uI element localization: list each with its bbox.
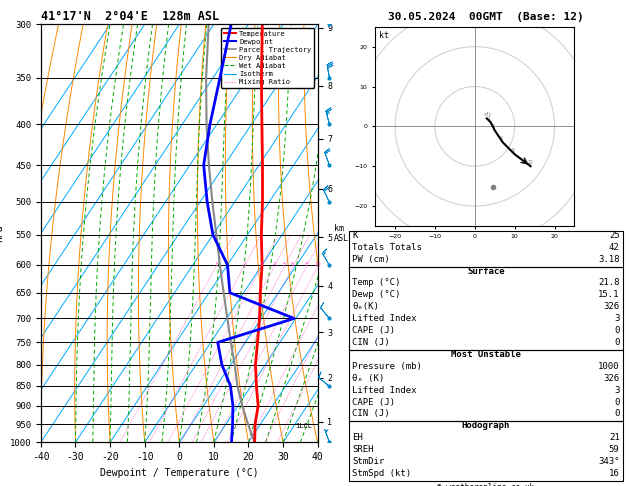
Text: 16: 16 <box>609 469 620 478</box>
Text: 59: 59 <box>609 445 620 454</box>
Text: 1: 1 <box>487 116 491 122</box>
Text: 3.18: 3.18 <box>598 255 620 264</box>
Text: 3: 3 <box>614 386 620 395</box>
Text: Totals Totals: Totals Totals <box>352 243 422 252</box>
Legend: Temperature, Dewpoint, Parcel Trajectory, Dry Adiabat, Wet Adiabat, Isotherm, Mi: Temperature, Dewpoint, Parcel Trajectory… <box>221 28 314 88</box>
Text: θₑ (K): θₑ (K) <box>352 374 384 383</box>
Text: Hodograph: Hodograph <box>462 421 510 431</box>
Y-axis label: km
ASL: km ASL <box>334 224 348 243</box>
Text: 3: 3 <box>614 314 620 323</box>
Text: Surface: Surface <box>467 266 504 276</box>
Text: 326: 326 <box>603 302 620 312</box>
Text: sfc: sfc <box>484 112 493 118</box>
Text: StmDir: StmDir <box>352 457 384 466</box>
Text: CIN (J): CIN (J) <box>352 410 390 418</box>
Text: K: K <box>352 231 358 240</box>
Text: 10: 10 <box>314 261 321 267</box>
Text: CIN (J): CIN (J) <box>352 338 390 347</box>
Text: 1000: 1000 <box>598 362 620 371</box>
Text: Most Unstable: Most Unstable <box>451 350 521 359</box>
Text: 3: 3 <box>491 124 494 129</box>
Y-axis label: hPa: hPa <box>0 225 4 242</box>
Text: 2: 2 <box>242 261 246 267</box>
X-axis label: Dewpoint / Temperature (°C): Dewpoint / Temperature (°C) <box>100 468 259 478</box>
Text: 0: 0 <box>614 398 620 407</box>
Text: 12: 12 <box>528 160 533 165</box>
Text: 15.1: 15.1 <box>598 291 620 299</box>
Text: © weatheronline.co.uk: © weatheronline.co.uk <box>437 484 535 486</box>
Text: 0: 0 <box>614 410 620 418</box>
Text: 0: 0 <box>614 326 620 335</box>
Text: Lifted Index: Lifted Index <box>352 314 417 323</box>
Text: EH: EH <box>352 434 363 442</box>
Text: Dewp (°C): Dewp (°C) <box>352 291 401 299</box>
Text: 5: 5 <box>282 261 286 267</box>
Text: 41°17'N  2°04'E  128m ASL: 41°17'N 2°04'E 128m ASL <box>41 10 219 23</box>
Text: 1: 1 <box>214 261 218 267</box>
Text: 30.05.2024  00GMT  (Base: 12): 30.05.2024 00GMT (Base: 12) <box>388 12 584 22</box>
Text: StmSpd (kt): StmSpd (kt) <box>352 469 411 478</box>
Text: 6: 6 <box>499 136 503 141</box>
Text: 326: 326 <box>603 374 620 383</box>
Text: Temp (°C): Temp (°C) <box>352 278 401 288</box>
Text: 4: 4 <box>272 261 276 267</box>
Text: CAPE (J): CAPE (J) <box>352 398 395 407</box>
Text: CAPE (J): CAPE (J) <box>352 326 395 335</box>
Text: 21.8: 21.8 <box>598 278 620 288</box>
Text: θₑ(K): θₑ(K) <box>352 302 379 312</box>
Text: 42: 42 <box>609 243 620 252</box>
Text: kt: kt <box>379 31 389 40</box>
Text: 21: 21 <box>609 434 620 442</box>
Text: 25: 25 <box>609 231 620 240</box>
Text: 9: 9 <box>511 148 515 153</box>
Text: Lifted Index: Lifted Index <box>352 386 417 395</box>
Text: PW (cm): PW (cm) <box>352 255 390 264</box>
Text: 8: 8 <box>305 261 308 267</box>
Text: Pressure (mb): Pressure (mb) <box>352 362 422 371</box>
Text: 343°: 343° <box>598 457 620 466</box>
Text: 1LCL: 1LCL <box>296 422 313 429</box>
Text: 0: 0 <box>614 338 620 347</box>
Text: 6: 6 <box>291 261 294 267</box>
Text: 3: 3 <box>260 261 263 267</box>
Text: SREH: SREH <box>352 445 374 454</box>
